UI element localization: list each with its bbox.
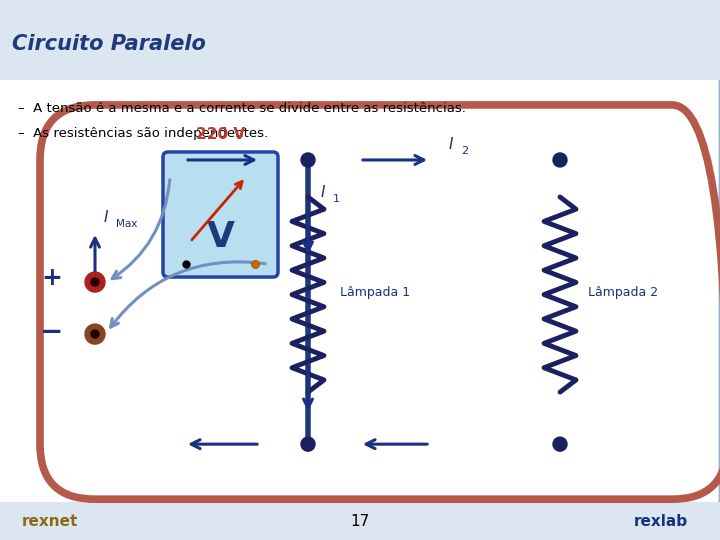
Text: 2: 2: [461, 146, 468, 156]
Text: V: V: [207, 220, 235, 254]
Text: −: −: [40, 318, 63, 346]
Circle shape: [91, 278, 99, 286]
Text: –  As resistências são independentes.: – As resistências são independentes.: [18, 127, 268, 140]
Text: Max: Max: [116, 219, 138, 229]
Circle shape: [553, 153, 567, 167]
Text: $I$: $I$: [103, 209, 109, 225]
Circle shape: [301, 153, 315, 167]
Text: Lâmpada 1: Lâmpada 1: [340, 286, 410, 299]
Text: 17: 17: [351, 514, 369, 529]
FancyBboxPatch shape: [0, 76, 720, 506]
Text: $I$: $I$: [320, 184, 326, 200]
Text: Lâmpada 2: Lâmpada 2: [588, 286, 658, 299]
Circle shape: [85, 272, 105, 292]
Text: rexlab: rexlab: [634, 514, 688, 529]
Circle shape: [85, 324, 105, 344]
FancyBboxPatch shape: [163, 152, 278, 277]
Circle shape: [301, 437, 315, 451]
Circle shape: [553, 437, 567, 451]
Text: +: +: [42, 266, 63, 290]
Text: $I$: $I$: [448, 136, 454, 152]
Circle shape: [91, 330, 99, 338]
Text: Circuito Paralelo: Circuito Paralelo: [12, 34, 206, 54]
Text: 220 V: 220 V: [196, 127, 245, 142]
Text: 1: 1: [333, 194, 340, 204]
Text: –  A tensão é a mesma e a corrente se divide entre as resistências.: – A tensão é a mesma e a corrente se div…: [18, 102, 466, 115]
Text: rexnet: rexnet: [22, 514, 78, 529]
